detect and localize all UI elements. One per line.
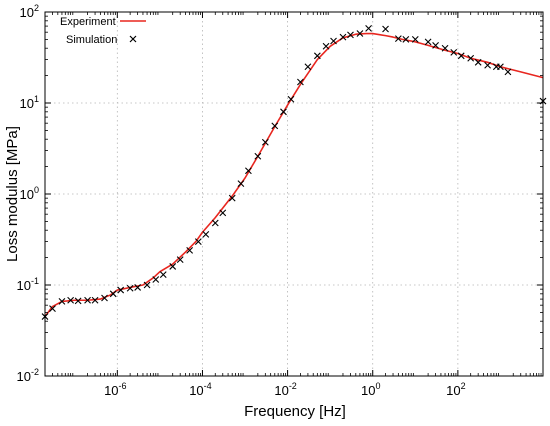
- legend-label-simulation: Simulation: [66, 34, 117, 46]
- x-tick-exponent: 2: [461, 381, 466, 391]
- legend-swatch-simulation: [129, 35, 137, 43]
- x-tick-label: 100: [361, 381, 380, 398]
- x-tick-base: 10: [361, 383, 375, 398]
- x-tick-exponent: -4: [204, 381, 212, 391]
- simulation-point: [467, 54, 475, 62]
- legend-label-experiment: Experiment: [60, 16, 116, 28]
- y-tick-exponent: -2: [31, 367, 39, 377]
- y-tick-label: 101: [20, 94, 39, 111]
- simulation-point: [74, 297, 82, 305]
- x-tick-label: 10-2: [274, 381, 296, 398]
- legend-marker-x: [129, 35, 137, 43]
- y-tick-base: 10: [17, 278, 31, 293]
- simulation-point: [58, 298, 66, 305]
- simulation-point: [271, 122, 279, 130]
- simulation-point: [186, 247, 194, 254]
- x-tick-exponent: -2: [289, 381, 297, 391]
- simulation-point: [457, 52, 465, 60]
- simulation-point: [49, 305, 56, 313]
- y-tick-label: 10-1: [17, 276, 39, 293]
- simulation-point: [219, 209, 227, 217]
- simulation-point: [134, 284, 142, 291]
- simulation-point: [143, 281, 151, 289]
- simulation-point: [152, 276, 160, 283]
- axis-ticks: [45, 11, 543, 377]
- simulation-point: [84, 296, 91, 304]
- simulation-point: [432, 41, 439, 49]
- x-tick-base: 10: [104, 383, 118, 398]
- y-tick-base: 10: [20, 5, 34, 20]
- simulation-point: [169, 263, 177, 270]
- grid: [45, 12, 543, 376]
- simulation-point: [424, 38, 432, 46]
- y-tick-base: 10: [17, 369, 31, 384]
- simulation-point: [254, 152, 262, 160]
- y-tick-exponent: -1: [31, 276, 39, 286]
- x-tick-label: 10-6: [104, 381, 126, 398]
- y-tick-label: 102: [20, 3, 39, 20]
- simulation-point: [474, 58, 482, 66]
- simulation-point: [228, 194, 236, 202]
- y-tick-label: 100: [20, 185, 39, 202]
- simulation-point: [382, 25, 389, 33]
- simulation-point: [202, 230, 210, 238]
- simulation-point: [394, 35, 402, 43]
- simulation-point: [411, 36, 419, 43]
- x-tick-labels: 10-6 10-4 10-2 100 102: [104, 381, 466, 398]
- simulation-point: [484, 61, 492, 69]
- simulation-point: [402, 36, 410, 43]
- simulation-point: [347, 31, 354, 39]
- simulation-point: [245, 167, 252, 175]
- simulation-point: [356, 30, 364, 37]
- simulation-point: [497, 63, 504, 71]
- simulation-point: [159, 271, 167, 279]
- x-tick-label: 102: [446, 381, 465, 398]
- x-axis-title: Frequency [Hz]: [244, 403, 346, 420]
- simulation-point: [109, 290, 117, 298]
- x-tick-exponent: -6: [119, 381, 127, 391]
- simulation-point: [101, 294, 108, 302]
- simulation-point: [67, 296, 75, 304]
- x-tick-base: 10: [189, 383, 203, 398]
- legend: Experiment Simulation: [60, 16, 146, 46]
- simulation-point: [117, 286, 125, 294]
- simulation-point: [211, 219, 219, 227]
- simulation-point: [280, 108, 287, 116]
- x-tick-label: 10-4: [189, 381, 211, 398]
- simulation-point: [261, 138, 269, 146]
- simulation-point: [126, 284, 134, 292]
- y-tick-label: 10-2: [17, 367, 39, 384]
- y-tick-base: 10: [20, 187, 34, 202]
- simulation-point: [339, 33, 347, 41]
- simulation-point: [297, 78, 304, 86]
- simulation-point: [441, 44, 449, 52]
- simulation-point: [287, 95, 295, 103]
- simulation-point: [304, 63, 312, 71]
- simulation-point: [237, 180, 245, 188]
- x-tick-base: 10: [274, 383, 288, 398]
- simulation-point: [91, 296, 99, 304]
- simulation-point: [330, 37, 337, 45]
- simulation-point: [313, 52, 321, 60]
- simulation-point: [504, 68, 512, 76]
- x-tick-exponent: 0: [375, 381, 380, 391]
- y-tick-base: 10: [20, 96, 34, 111]
- y-tick-exponent: 1: [34, 94, 39, 104]
- y-tick-exponent: 0: [34, 185, 39, 195]
- simulation-point: [322, 42, 330, 50]
- x-tick-base: 10: [446, 383, 460, 398]
- y-tick-exponent: 2: [34, 3, 39, 13]
- simulation-point: [365, 25, 372, 32]
- simulation-point: [194, 238, 202, 245]
- simulation-series: [41, 25, 547, 320]
- simulation-point: [176, 256, 184, 264]
- simulation-point: [450, 48, 458, 56]
- y-axis-title: Loss modulus [MPa]: [4, 126, 21, 262]
